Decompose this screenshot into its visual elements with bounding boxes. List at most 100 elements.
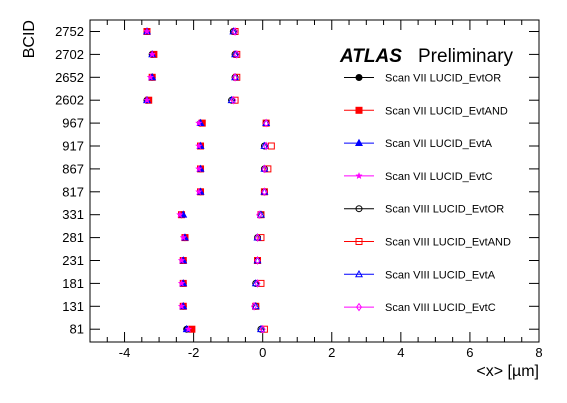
legend-item: Scan VII LUCID_EvtAND bbox=[344, 105, 508, 117]
legend-item: Scan VIII LUCID_EvtA bbox=[344, 269, 496, 281]
x-tick-label: 6 bbox=[466, 345, 473, 360]
x-axis-title: <x> [µm] bbox=[476, 363, 539, 380]
data-point bbox=[184, 325, 193, 333]
y-tick-label: 967 bbox=[62, 116, 84, 131]
x-tick-label: 2 bbox=[328, 345, 335, 360]
data-markers bbox=[142, 27, 275, 334]
series-4 bbox=[143, 27, 203, 333]
legend-marker bbox=[355, 269, 363, 278]
data-point bbox=[229, 27, 238, 35]
legend: Scan VII LUCID_EvtOR Scan VII LUCID_EvtAN… bbox=[344, 73, 511, 314]
legend-item: Scan VIII LUCID_EvtC bbox=[344, 302, 496, 314]
legend-item: Scan VII LUCID_EvtC bbox=[344, 171, 493, 183]
legend-marker bbox=[355, 205, 363, 213]
legend-marker bbox=[355, 238, 363, 245]
branding-plain: Preliminary bbox=[418, 46, 514, 67]
y-tick-label: 2702 bbox=[55, 47, 84, 62]
data-point bbox=[254, 279, 261, 288]
data-point bbox=[254, 256, 261, 265]
data-point bbox=[251, 279, 260, 287]
x-tick-label: -2 bbox=[188, 345, 200, 360]
data-point bbox=[261, 164, 268, 174]
data-point bbox=[257, 234, 265, 242]
series-8 bbox=[230, 27, 270, 334]
data-point bbox=[146, 73, 155, 81]
legend-label: Scan VIII LUCID_EvtC bbox=[385, 302, 496, 314]
legend-marker bbox=[355, 171, 363, 180]
x-tick-label: -4 bbox=[119, 345, 131, 360]
data-point bbox=[177, 256, 186, 264]
data-point bbox=[194, 119, 203, 127]
legend-label: Scan VIII LUCID_EvtOR bbox=[385, 204, 504, 216]
legend-marker bbox=[355, 138, 363, 146]
data-point bbox=[232, 72, 239, 82]
legend-label: Scan VII LUCID_EvtOR bbox=[385, 73, 501, 85]
x-tick-label: 4 bbox=[397, 345, 404, 360]
data-point bbox=[251, 301, 258, 311]
data-point bbox=[179, 233, 188, 241]
y-tick-label: 2652 bbox=[55, 70, 84, 85]
data-point bbox=[233, 50, 240, 59]
legend-marker bbox=[355, 74, 363, 81]
x-tick-label: 8 bbox=[535, 345, 542, 360]
data-point bbox=[261, 187, 268, 197]
y-tick-label: 81 bbox=[70, 322, 84, 337]
y-tick-label: 2602 bbox=[55, 93, 84, 108]
y-tick-label: 131 bbox=[62, 299, 84, 314]
data-point bbox=[194, 141, 203, 150]
data-point bbox=[256, 210, 263, 220]
series-3 bbox=[142, 27, 205, 333]
y-tick-label: 181 bbox=[62, 276, 84, 291]
data-point bbox=[194, 164, 203, 173]
x-tick-label: 0 bbox=[259, 345, 266, 360]
legend-item: Scan VIII LUCID_EvtOR bbox=[344, 204, 504, 216]
data-point bbox=[260, 325, 268, 333]
y-tick-label: 2752 bbox=[55, 24, 84, 39]
y-tick-label: 817 bbox=[62, 184, 84, 199]
y-tick-label: 231 bbox=[62, 253, 84, 268]
legend-label: Scan VIII LUCID_EvtAND bbox=[385, 237, 511, 249]
data-point bbox=[231, 96, 239, 104]
data-point bbox=[256, 324, 265, 333]
data-point bbox=[230, 95, 237, 105]
legend-item: Scan VIII LUCID_EvtAND bbox=[344, 237, 511, 249]
legend-label: Scan VII LUCID_EvtA bbox=[385, 138, 493, 150]
data-point bbox=[263, 141, 270, 151]
legend-label: Scan VII LUCID_EvtC bbox=[385, 171, 493, 183]
y-tick-labels: 2752 2702 2652 2602 967 917 867 817 331 281 231 181… bbox=[55, 24, 84, 337]
data-point bbox=[232, 27, 239, 36]
data-point bbox=[259, 324, 266, 334]
axis-ticks bbox=[89, 20, 540, 342]
data-point bbox=[143, 27, 151, 35]
y-tick-label: 917 bbox=[62, 139, 84, 154]
data-point bbox=[177, 302, 186, 310]
y-tick-label: 331 bbox=[62, 207, 84, 222]
data-point bbox=[194, 187, 203, 196]
x-tick-labels: -4 -2 0 2 4 6 8 bbox=[119, 345, 543, 360]
y-axis-title: BCID bbox=[21, 20, 38, 58]
data-point bbox=[263, 118, 270, 128]
legend-label: Scan VII LUCID_EvtAND bbox=[385, 105, 508, 117]
legend-item: Scan VII LUCID_EvtOR bbox=[344, 73, 501, 85]
data-point bbox=[256, 210, 265, 218]
legend-marker bbox=[355, 302, 363, 312]
data-point bbox=[260, 141, 269, 149]
branding-bold: ATLAS bbox=[339, 46, 402, 67]
legend-item: Scan VII LUCID_EvtA bbox=[344, 138, 493, 150]
legend-marker bbox=[355, 106, 363, 114]
data-point bbox=[143, 96, 151, 104]
data-point bbox=[264, 165, 272, 173]
data-point bbox=[177, 279, 186, 287]
data-point bbox=[231, 50, 240, 58]
data-point bbox=[148, 50, 157, 58]
data-point bbox=[254, 233, 261, 242]
data-point bbox=[227, 95, 236, 104]
y-tick-label: 281 bbox=[62, 230, 84, 245]
series-6 bbox=[231, 28, 275, 333]
data-point bbox=[175, 210, 184, 218]
legend-label: Scan VIII LUCID_EvtA bbox=[385, 269, 496, 281]
series-2 bbox=[143, 28, 206, 333]
data-point bbox=[267, 142, 275, 150]
y-tick-label: 867 bbox=[62, 161, 84, 176]
